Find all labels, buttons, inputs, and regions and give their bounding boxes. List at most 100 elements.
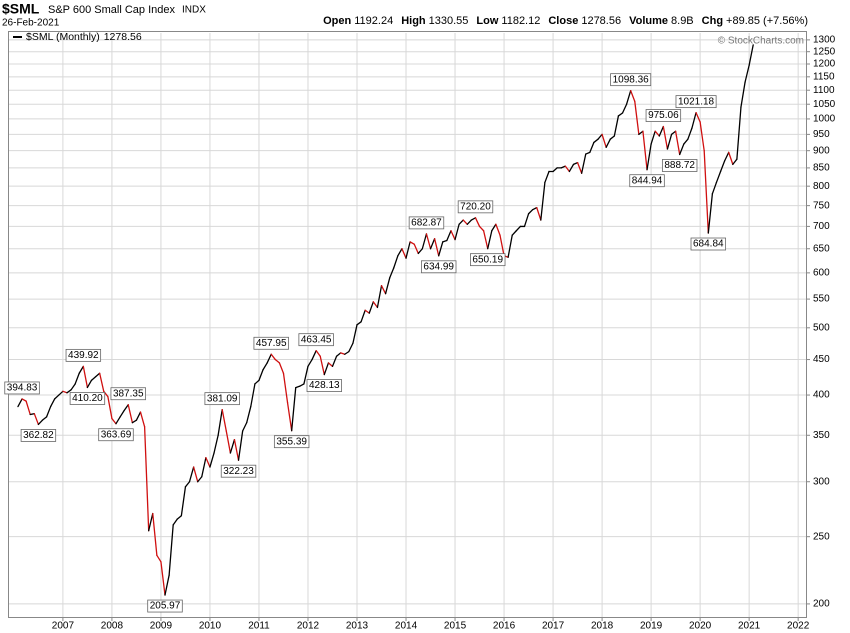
value-label: 457.95	[256, 338, 287, 349]
price-segment	[143, 426, 150, 532]
price-segment	[405, 241, 411, 259]
price-segment	[536, 206, 542, 221]
legend-entry: $SML (Monthly) 1278.56	[26, 31, 142, 43]
price-segment	[662, 125, 669, 150]
price-segment	[560, 165, 566, 169]
price-segment	[148, 512, 154, 532]
price-segment	[482, 230, 489, 250]
price-segment	[152, 512, 158, 556]
price-segment	[86, 379, 93, 389]
price-segment	[442, 239, 448, 243]
price-segment	[507, 234, 513, 258]
value-label-box	[298, 333, 334, 347]
price-segment	[511, 230, 517, 236]
price-segment	[123, 404, 129, 412]
price-segment	[458, 219, 464, 225]
x-tick-label: 2011	[248, 621, 270, 632]
y-tick-label: 450	[813, 354, 830, 365]
price-segment	[192, 466, 199, 483]
price-segment	[589, 141, 595, 154]
y-tick-label: 650	[813, 243, 830, 254]
price-segment	[417, 248, 423, 255]
price-segment	[135, 411, 142, 421]
value-label-box	[110, 387, 146, 401]
price-segment	[164, 574, 170, 596]
price-segment	[654, 130, 660, 137]
quote-value: 1182.12	[501, 15, 540, 27]
price-segment	[262, 362, 268, 371]
y-tick-label: 400	[813, 390, 830, 401]
price-segment	[585, 151, 591, 155]
price-segment	[462, 219, 468, 225]
x-tick-label: 2014	[395, 621, 418, 632]
value-label: 682.87	[411, 218, 442, 229]
value-label-box	[690, 237, 727, 251]
price-segment	[45, 405, 52, 418]
value-label: 684.84	[693, 239, 724, 250]
price-segment	[658, 125, 665, 137]
y-tick-label: 350	[813, 430, 830, 441]
value-label-box	[220, 464, 257, 478]
exchange: INDX	[182, 5, 206, 16]
price-segment	[707, 193, 714, 234]
x-tick-label: 2015	[444, 621, 467, 632]
value-label: 363.69	[101, 429, 132, 440]
value-label-box	[253, 336, 289, 350]
price-segment	[274, 358, 281, 364]
value-label: 463.45	[301, 334, 332, 345]
price-segment	[711, 181, 718, 195]
y-tick-label: 1250	[813, 46, 836, 57]
price-segment	[613, 115, 620, 137]
price-segment	[687, 127, 693, 140]
quote-label: Close	[548, 15, 578, 27]
price-segment	[119, 409, 125, 418]
price-segment	[17, 398, 23, 408]
price-segment	[78, 365, 84, 374]
price-segment	[666, 133, 673, 150]
value-label-box	[421, 260, 457, 274]
price-segment	[94, 372, 101, 378]
price-segment	[605, 138, 611, 149]
y-tick-label: 1000	[813, 114, 836, 125]
price-segment	[564, 165, 571, 173]
price-segment	[197, 476, 203, 483]
price-segment	[107, 395, 113, 420]
x-tick-label: 2022	[787, 621, 810, 632]
x-tick-label: 2012	[297, 621, 320, 632]
x-tick-label: 2010	[199, 621, 222, 632]
value-label: 381.09	[207, 393, 238, 404]
value-label: 1098.36	[613, 74, 650, 85]
price-segment	[311, 350, 317, 361]
quote-label: Low	[476, 15, 498, 27]
price-segment	[650, 130, 656, 145]
quote-value: 1192.24	[354, 15, 393, 27]
quote-value: 1330.55	[429, 15, 469, 27]
y-tick-label: 1200	[813, 59, 836, 70]
price-segment	[278, 362, 285, 374]
price-segment	[364, 309, 370, 314]
price-segment	[319, 355, 325, 376]
price-segment	[131, 419, 138, 424]
price-segment	[307, 358, 313, 367]
value-label-box	[408, 216, 445, 230]
price-segment	[621, 103, 628, 114]
value-label-box	[457, 200, 494, 214]
price-segment	[340, 352, 346, 355]
price-segment	[642, 130, 648, 171]
value-label-box	[273, 435, 310, 449]
value-label: 394.83	[7, 383, 38, 394]
value-label: 650.19	[472, 254, 503, 265]
price-segment	[699, 121, 705, 152]
price-segment	[732, 158, 738, 166]
price-segment	[37, 419, 44, 426]
price-segment	[715, 170, 722, 184]
price-segment	[523, 213, 530, 228]
price-segment	[409, 241, 415, 245]
value-label: 410.20	[72, 393, 103, 404]
price-segment	[683, 138, 689, 145]
price-segment	[237, 430, 244, 461]
price-segment	[393, 255, 399, 269]
x-tick-label: 2009	[150, 621, 173, 632]
price-segment	[99, 372, 105, 392]
price-segment	[335, 352, 342, 357]
